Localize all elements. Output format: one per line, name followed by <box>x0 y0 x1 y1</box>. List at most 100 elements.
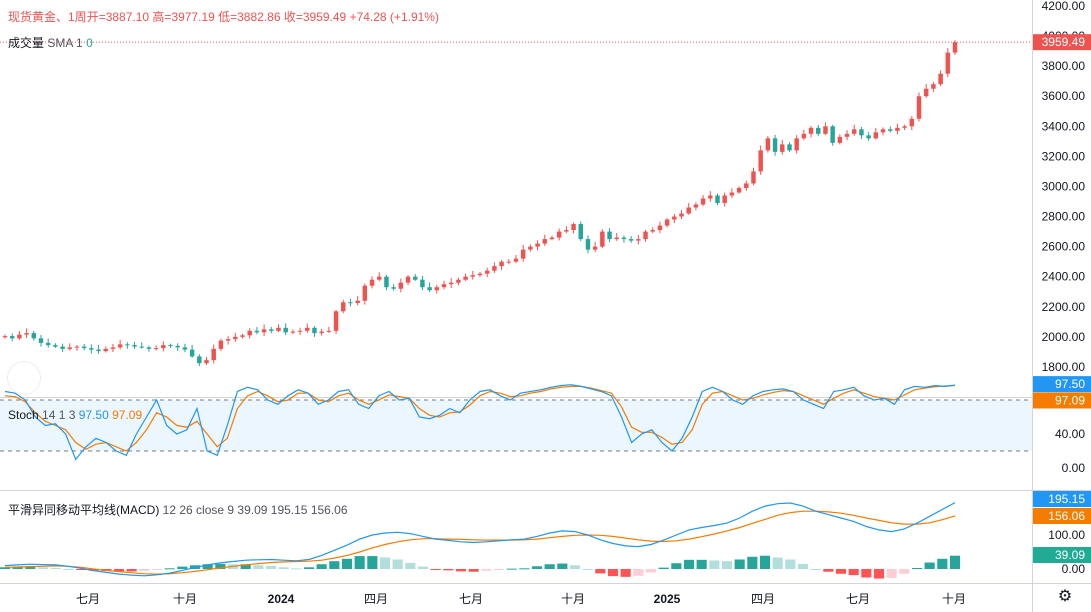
candle-body <box>297 330 303 332</box>
candle-body <box>153 348 159 350</box>
candle <box>132 341 137 350</box>
stoch-tick-label: 40.00 <box>1055 427 1085 441</box>
candle-body <box>211 348 216 361</box>
candle-body <box>391 287 396 289</box>
macd-histogram-bar <box>417 566 429 569</box>
candle <box>895 123 900 135</box>
candle <box>787 142 792 152</box>
candle-body <box>506 261 512 263</box>
candle <box>621 235 627 243</box>
candle-body <box>873 132 879 139</box>
candle-body <box>650 230 655 232</box>
candle-body <box>189 349 195 357</box>
candle <box>592 241 598 253</box>
macd-badge-c <box>1033 547 1091 563</box>
candle-body <box>384 276 389 288</box>
volume-legend[interactable]: 成交量 SMA 1 0 <box>8 34 93 51</box>
candle <box>600 229 605 248</box>
candle-body <box>182 347 188 350</box>
candle-body <box>168 345 173 347</box>
candle <box>808 126 814 138</box>
price-tick-label: 2800.00 <box>1042 210 1086 224</box>
candle-body <box>621 237 627 240</box>
macd-axis-label-a: 195.15 <box>1048 492 1085 506</box>
candle <box>535 240 540 251</box>
price-tick-label: 3600.00 <box>1042 89 1086 103</box>
macd-histogram-bar <box>37 567 49 569</box>
candle <box>456 277 461 286</box>
candle-body <box>269 329 274 331</box>
candle <box>45 338 51 348</box>
macd-histogram-bar <box>683 559 695 569</box>
candle <box>67 343 73 351</box>
candle-body <box>492 266 497 271</box>
candle-body <box>448 282 454 285</box>
scroll-button[interactable] <box>7 361 41 395</box>
macd-histogram-bar <box>873 569 885 579</box>
candle <box>852 124 857 136</box>
candle <box>319 328 324 336</box>
candle <box>830 124 835 146</box>
candle <box>153 345 159 351</box>
candle-body <box>24 333 29 335</box>
macd-histogram-bar <box>772 557 783 569</box>
macd-value-1: 39.09 <box>237 503 268 517</box>
candle <box>564 226 569 234</box>
macd-histogram-bar <box>405 562 416 569</box>
stoch-band <box>0 400 1032 451</box>
candle <box>412 273 418 281</box>
candle-body <box>556 231 562 238</box>
candle-body <box>585 239 591 250</box>
candle <box>81 343 87 351</box>
candle <box>420 275 425 291</box>
candle <box>729 188 735 199</box>
candle-body <box>823 126 828 134</box>
candle-body <box>787 144 792 151</box>
candle-body <box>852 129 857 134</box>
candle-body <box>672 216 677 220</box>
macd-histogram-bar <box>367 556 378 569</box>
time-axis-label: 2024 <box>268 592 295 606</box>
time-axis-label: 四月 <box>751 592 775 606</box>
candle <box>369 276 375 289</box>
candle-body <box>816 127 821 134</box>
macd-histogram-bar <box>341 558 353 569</box>
macd-badge-a <box>1033 491 1091 507</box>
candle <box>614 233 619 241</box>
candle-body <box>254 330 260 333</box>
candle <box>470 270 476 280</box>
candle-body <box>9 336 15 339</box>
candle <box>556 228 562 241</box>
stoch-d-badge <box>1033 392 1091 409</box>
candle-body <box>441 284 447 288</box>
symbol-label[interactable]: 现货黄金、1周 <box>8 10 87 24</box>
candle-body <box>290 331 296 333</box>
time-axis-label: 2025 <box>654 592 681 606</box>
stoch-legend[interactable]: Stoch 14 1 3 97.50 97.09 <box>8 408 142 422</box>
macd-legend[interactable]: 平滑异同移动平均线(MACD) 12 26 close 9 39.09 195.… <box>8 501 348 518</box>
candle-body <box>952 42 958 53</box>
macd-histogram-bar <box>139 569 150 572</box>
candle <box>427 282 432 292</box>
candle <box>844 130 850 141</box>
candle-body <box>161 345 166 349</box>
candle <box>909 116 915 131</box>
macd-badge-b <box>1033 508 1091 524</box>
settings-gear-icon[interactable]: ⚙ <box>1057 588 1073 605</box>
candle <box>175 343 180 352</box>
candle-body <box>456 279 461 283</box>
candle-body <box>600 231 605 247</box>
candle <box>902 124 907 131</box>
macd-histogram-bar <box>88 569 99 571</box>
macd-histogram-bar <box>50 567 61 569</box>
macd-histogram-bar <box>861 569 872 578</box>
candle-body <box>636 239 641 241</box>
candle <box>117 339 123 350</box>
candle-body <box>60 346 65 349</box>
candle-body <box>225 339 231 341</box>
macd-histogram-bar <box>519 568 530 570</box>
candle <box>528 244 533 252</box>
candle-body <box>420 279 425 288</box>
candle <box>679 209 684 219</box>
